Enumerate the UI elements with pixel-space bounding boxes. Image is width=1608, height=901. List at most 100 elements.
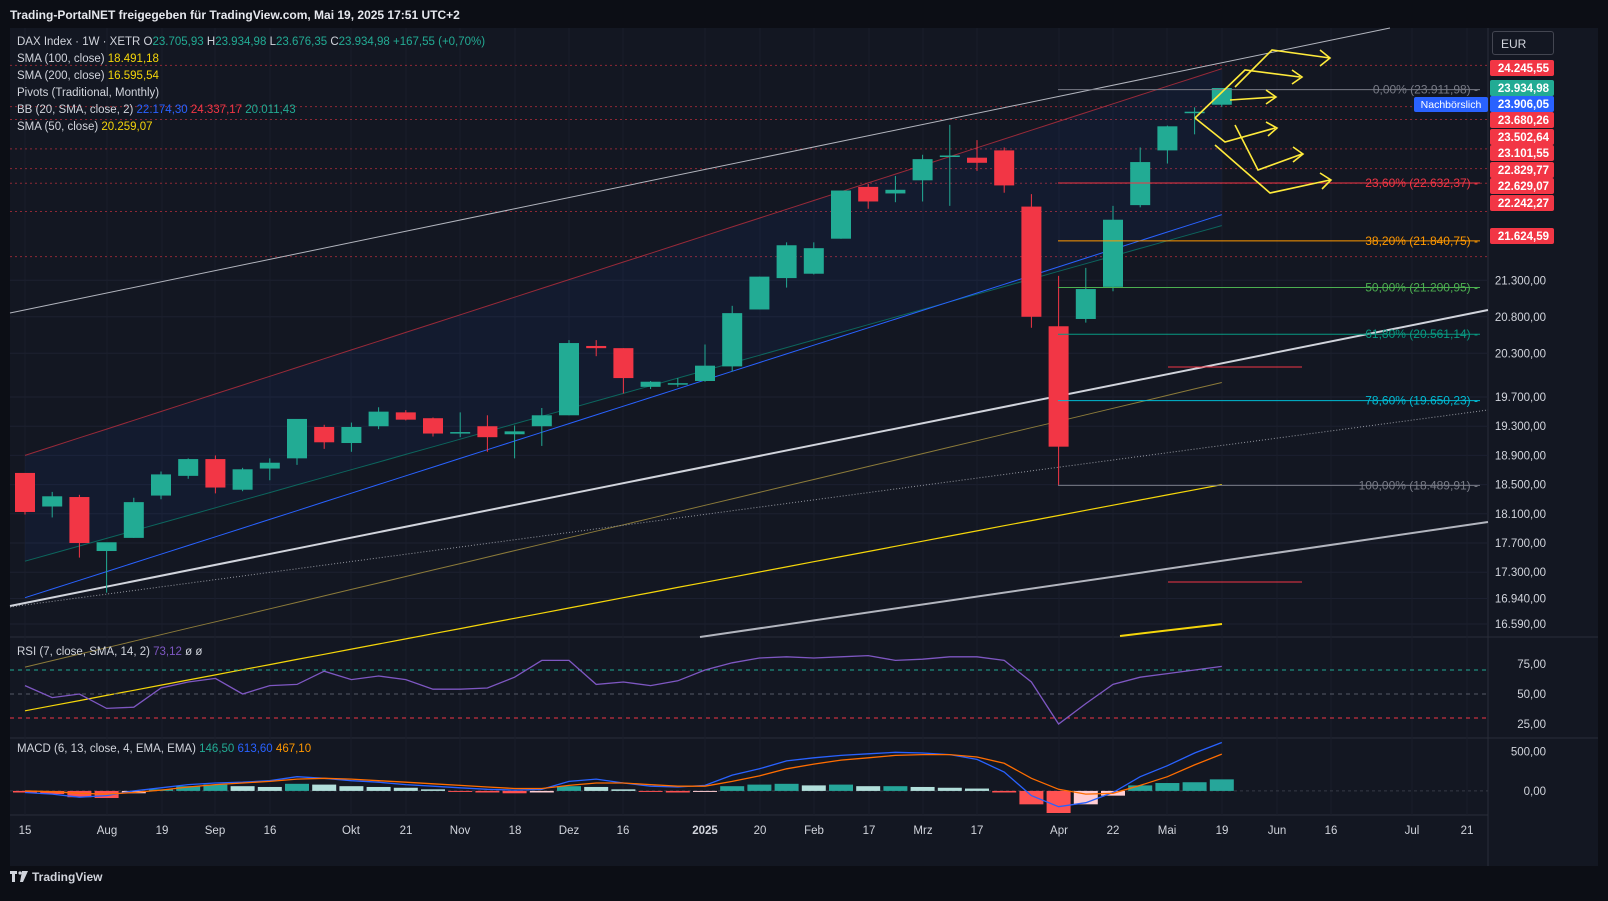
candle-body [831,190,851,239]
legend-bb[interactable]: BB (20, SMA, close, 2) 22.174,30 24.337,… [17,102,485,119]
price-label-bg [1490,60,1554,76]
candle-body [1130,162,1151,206]
legend-sma200[interactable]: SMA (200, close) 16.595,54 [17,68,485,85]
high-label: H [206,36,216,48]
macd-histogram-bar [257,786,282,791]
tradingview-logo-icon [10,871,28,882]
y-tick-label: 19.700,00 [1495,392,1546,404]
candle-body [912,159,933,181]
x-tick-label: 16 [264,825,277,837]
macd-histogram-bar [366,786,391,791]
macd-histogram-bar [1155,783,1180,791]
price-label-bg [1490,228,1554,244]
macd-histogram-bar [393,787,418,791]
bb-label: BB (20, SMA, close, 2) [17,104,134,116]
legend-sma100[interactable]: SMA (100, close) 18.491,18 [17,51,485,68]
candle-body [504,431,525,435]
macd-histogram-bar [1182,782,1207,791]
y-tick-label: 18.100,00 [1495,509,1546,521]
forecast-arrow [1265,89,1278,105]
rsi-tick-label: 25,00 [1517,719,1546,731]
candle-body [232,469,253,490]
change-value: +167,55 (+0,70%) [393,36,486,48]
candle-body [178,459,199,476]
candle-body [314,426,335,443]
sma200-value: 16.595,54 [107,70,159,82]
price-label: 23.680,26 [1498,115,1549,127]
forecast-arrow [1229,96,1276,101]
price-label-bg [1490,112,1554,128]
macd-histogram-bar [13,790,37,793]
macd-histogram-bar [230,786,255,791]
fib-level-label: 78,60% (19.650,23) - [1365,394,1478,408]
macd-histogram-bar [285,783,309,791]
sma100-label: SMA (100, close) [17,53,105,65]
y-tick-label: 17.700,00 [1495,538,1546,550]
x-tick-label: 16 [1325,825,1338,837]
x-tick-label: Jun [1268,825,1287,837]
candle-body [423,418,443,434]
macd-histogram-bar [1019,790,1044,805]
brand-name: TradingView [32,870,103,884]
x-tick-label: 18 [509,825,522,837]
macd-histogram-bar [40,790,65,795]
fib-level-label: 50,00% (21.200,95) - [1365,281,1478,295]
x-tick-label: 21 [1461,825,1474,837]
price-label: 22.242,27 [1498,198,1549,210]
channel-lower-line [699,521,1489,638]
legend-sma50[interactable]: SMA (50, close) 20.259,07 [17,119,485,136]
price-label-bg [1490,162,1554,178]
fib-level-label: 100,00% (18.489,91) - [1359,478,1478,492]
sma50-value: 20.259,07 [101,121,153,133]
macd-histogram-bar [937,787,962,791]
price-label-bg [1490,195,1554,211]
macd-histogram-bar [1046,790,1071,813]
candle-body [368,411,389,427]
candle-body [259,462,280,469]
macd-histogram-bar [720,786,745,791]
x-tick-label: 16 [617,825,630,837]
legend-symbol-row: DAX Index · 1W · XETR O23.705,93 H23.934… [17,34,485,51]
candle-body [205,459,226,488]
candle-body [395,412,416,420]
rsi-label[interactable]: RSI (7, close, SMA, 14, 2) [17,646,150,658]
macd-histogram-bar [801,785,826,791]
y-tick-label: 20.800,00 [1495,312,1546,324]
candle-body [450,432,471,434]
rsi-extra-1: ø [185,646,193,658]
symbol-name[interactable]: DAX Index · 1W · XETR [17,36,141,48]
sma50-label: SMA (50, close) [17,121,99,133]
candle-body [1157,126,1178,151]
currency-selector[interactable]: EUR [1492,31,1554,55]
macd-label[interactable]: MACD (6, 13, close, 4, EMA, EMA) [17,743,196,755]
forecast-arrow [1234,124,1303,171]
macd-histogram-bar [584,786,609,791]
share-title: Trading-PortalNET freigegeben für Tradin… [10,8,460,22]
main-legend: DAX Index · 1W · XETR O23.705,93 H23.934… [17,34,485,136]
candle-body [667,383,688,385]
x-tick-label: 15 [19,825,32,837]
price-label: 23.906,05 [1498,99,1550,111]
rsi-tick-label: 75,00 [1517,659,1546,671]
pivots-label: Pivots (Traditional, Monthly) [17,87,160,99]
legend-pivots[interactable]: Pivots (Traditional, Monthly) [17,85,485,102]
macd-histogram-bar [883,786,908,791]
macd-tick-label: 500,00 [1511,746,1546,758]
candle-body [858,186,879,202]
candle-body [613,348,634,379]
rsi-value: 73,12 [153,646,182,658]
channel-mid-line [9,309,1489,607]
price-label: 22.829,77 [1498,165,1549,177]
forecast-arrow [1194,69,1301,119]
macd-histogram-bar [1128,785,1153,791]
x-tick-label: Mrz [913,825,932,837]
macd-value: 613,60 [237,743,273,755]
x-tick-label: 17 [863,825,876,837]
x-tick-label: Okt [342,825,361,837]
macd-legend: MACD (6, 13, close, 4, EMA, EMA) 146,50 … [17,741,311,758]
top-bar: Trading-PortalNET freigegeben für Tradin… [0,0,1608,28]
candle-body [722,313,743,367]
macd-histogram-bar [856,786,881,791]
high-value: 23.934,98 [215,36,267,48]
